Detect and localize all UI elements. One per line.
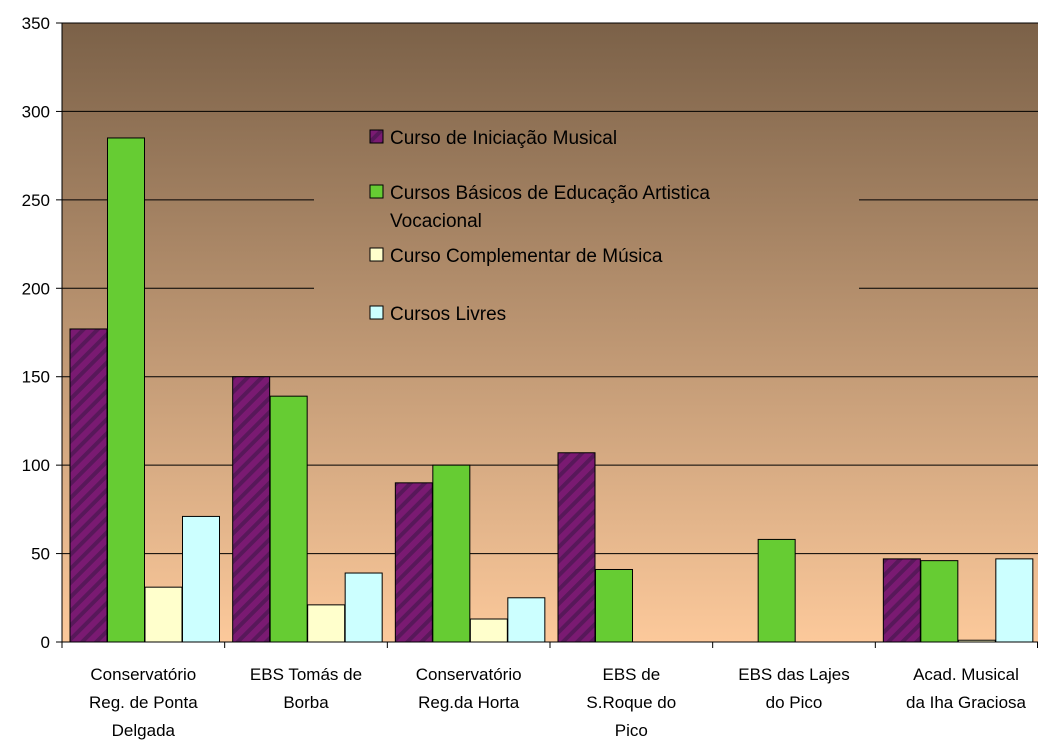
y-tick-label: 300 (22, 102, 50, 121)
bar (70, 329, 107, 642)
legend-swatch (370, 248, 383, 261)
x-tick-label: Conservatório Reg.da Horta (416, 665, 522, 712)
bar (108, 138, 145, 642)
y-tick-label: 150 (22, 368, 50, 387)
y-tick-label: 0 (41, 633, 50, 652)
legend-label: Curso de Iniciação Musical (390, 128, 617, 149)
x-axis-labels: Conservatório Reg. de Ponta Delgada EBS Tom… (89, 665, 1027, 740)
bar (470, 619, 507, 642)
bar (921, 561, 958, 642)
bar (758, 539, 795, 642)
bar (508, 598, 545, 642)
y-tick-label: 350 (22, 14, 50, 33)
bar (345, 573, 382, 642)
y-axis-ticks: 0 50 100 150 200 250 300 350 (22, 14, 50, 652)
legend-swatch (370, 185, 383, 198)
x-tick-label: EBS de S.Roque do Pico (586, 665, 676, 740)
x-tick-label: EBS das Lajes do Pico (738, 665, 850, 712)
x-tick-label: Conservatório Reg. de Ponta Delgada (89, 665, 198, 740)
bar (395, 483, 432, 642)
bar (883, 559, 920, 642)
bar (233, 377, 270, 642)
bar (270, 396, 307, 642)
legend-label: Curso Complementar de Música (390, 246, 663, 267)
bar (183, 516, 220, 642)
x-tick-label: Acad. Musical da Iha Graciosa (906, 665, 1027, 712)
y-tick-label: 100 (22, 456, 50, 475)
legend-label: Cursos Livres (390, 304, 506, 325)
legend-swatch (370, 130, 383, 143)
bar (996, 559, 1033, 642)
y-tick-label: 50 (31, 545, 50, 564)
bar (596, 569, 633, 642)
y-tick-label: 250 (22, 191, 50, 210)
bar (433, 465, 470, 642)
y-tick-label: 200 (22, 279, 50, 298)
x-tick-label: EBS Tomás de Borba (250, 665, 362, 712)
bar (145, 587, 182, 642)
bar (308, 605, 345, 642)
legend-swatch (370, 306, 383, 319)
bar (558, 453, 595, 642)
